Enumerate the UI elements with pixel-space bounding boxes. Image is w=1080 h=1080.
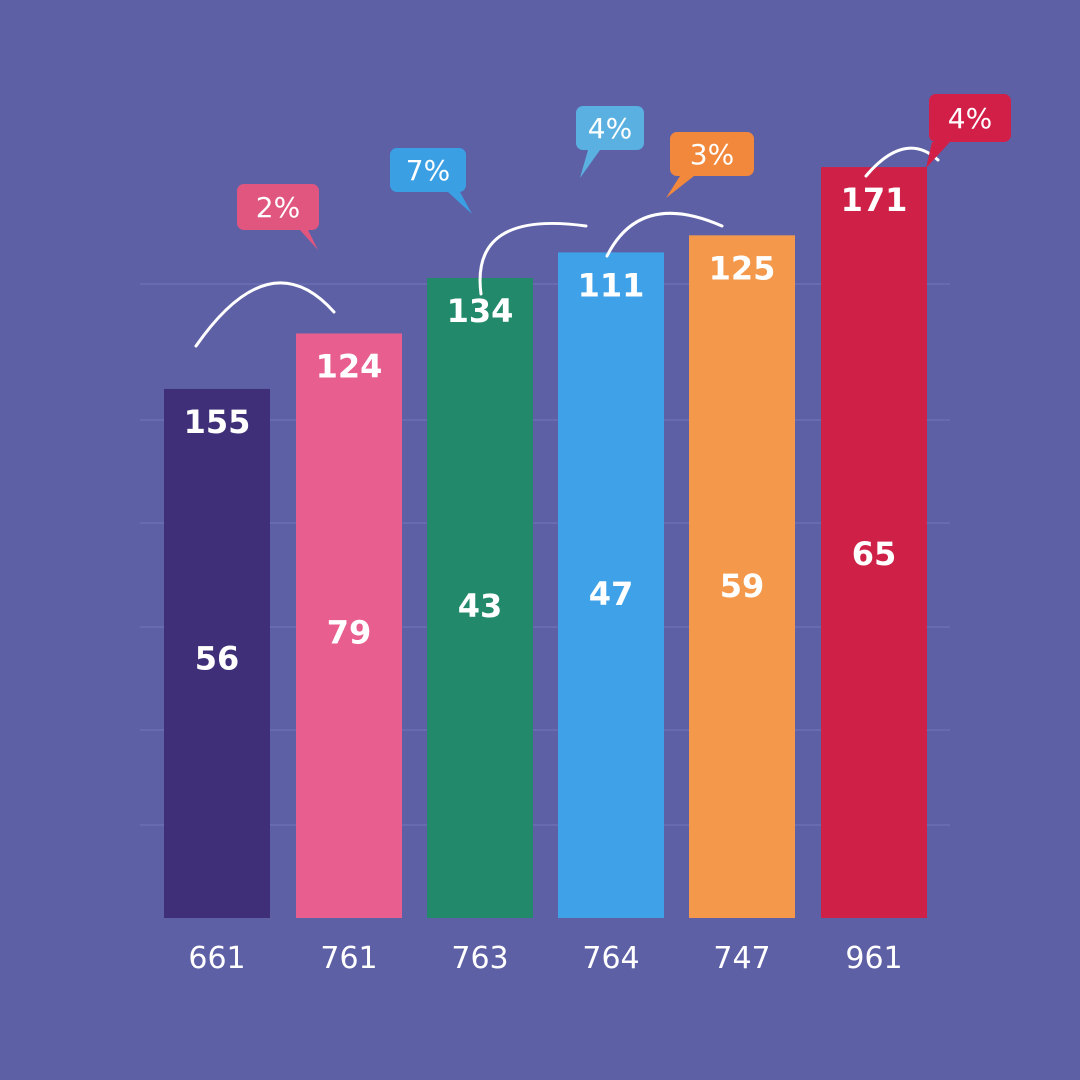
- category-label: 661: [188, 941, 245, 976]
- bar-mid-label: 56: [195, 639, 240, 677]
- callout-text: 2%: [256, 191, 300, 224]
- bar: [427, 278, 533, 918]
- bar-mid-label: 43: [458, 587, 503, 625]
- percent-callout: 4%: [926, 94, 1011, 168]
- callout-bubble: [576, 106, 644, 150]
- bar: [164, 388, 270, 918]
- callout-bubble: [929, 94, 1011, 142]
- bar-top-label: 155: [184, 403, 251, 441]
- bar-top-label: 125: [709, 249, 776, 287]
- category-label: 763: [451, 941, 508, 976]
- bar: [558, 252, 664, 918]
- bar-top-label: 171: [841, 181, 908, 219]
- percent-callout: 2%: [237, 184, 319, 250]
- callout-text: 3%: [690, 138, 734, 171]
- callout-tail: [666, 176, 694, 198]
- percent-callout: 7%: [390, 148, 472, 214]
- bar: [821, 167, 927, 919]
- callouts: 2% 7% 4% 3% 4%: [237, 94, 1011, 250]
- category-label: 961: [845, 941, 902, 976]
- category-label: 747: [713, 941, 770, 976]
- callout-text: 7%: [406, 154, 450, 187]
- callout-text: 4%: [588, 112, 632, 145]
- category-label: 764: [582, 941, 639, 976]
- callout-bubble: [390, 148, 466, 192]
- percent-callout: 3%: [666, 132, 754, 198]
- bars: [164, 167, 927, 919]
- callout-text: 4%: [948, 102, 992, 135]
- callout-bubble: [237, 184, 319, 230]
- data-labels: 155 56 124 79 134 43 111 47 125 59 171 65: [184, 181, 908, 677]
- bar: [296, 333, 402, 918]
- callout-tail: [448, 192, 472, 214]
- callout-tail: [580, 150, 600, 178]
- bar-top-label: 124: [316, 347, 383, 385]
- percent-callout: 4%: [576, 106, 644, 178]
- gridlines: [140, 283, 950, 826]
- bar-mid-label: 79: [327, 613, 372, 651]
- bar-top-label: 134: [447, 292, 514, 330]
- category-label: 761: [320, 941, 377, 976]
- callout-tail: [300, 230, 318, 250]
- bar-mid-label: 65: [852, 535, 897, 573]
- bar-mid-label: 47: [589, 575, 634, 613]
- callout-bubble: [670, 132, 754, 176]
- callout-arcs: [194, 146, 940, 348]
- callout-tail: [926, 142, 950, 168]
- bar-top-label: 111: [578, 266, 645, 304]
- callout-arc: [194, 281, 336, 348]
- callout-arc: [605, 211, 724, 258]
- callout-arc: [478, 221, 588, 296]
- category-labels: 661 761 763 764 747 961: [188, 941, 902, 976]
- bar: [689, 235, 795, 919]
- bar-mid-label: 59: [720, 567, 765, 605]
